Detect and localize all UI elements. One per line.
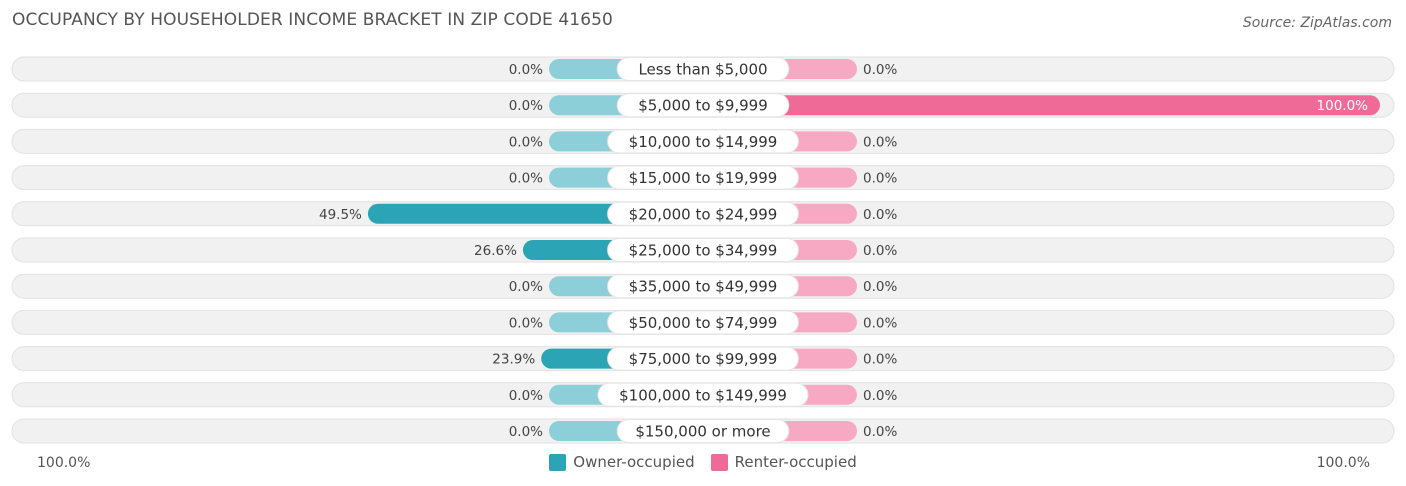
- renter-value-label: 0.0%: [863, 134, 897, 150]
- category-pill: [616, 57, 790, 81]
- legend-label-renter: Renter-occupied: [734, 453, 857, 471]
- legend-swatch-owner: [549, 453, 567, 471]
- category-pill: [597, 382, 809, 407]
- category-pill: [607, 346, 799, 371]
- renter-value-label: 100.0%: [1317, 98, 1369, 114]
- owner-value-label: 0.0%: [509, 98, 543, 114]
- category-label: $75,000 to $99,999: [629, 350, 778, 368]
- renter-value-label: 0.0%: [863, 388, 897, 404]
- renter-value-label: 0.0%: [863, 279, 897, 295]
- renter-value-label: 0.0%: [863, 171, 897, 187]
- legend-swatch-renter: [710, 453, 728, 471]
- owner-value-label: 0.0%: [509, 134, 543, 150]
- category-label: Less than $5,000: [638, 61, 767, 79]
- renter-value-label: 0.0%: [863, 424, 897, 440]
- owner-value-label: 49.5%: [319, 207, 362, 223]
- category-pill: [607, 310, 799, 335]
- category-pill: [616, 93, 790, 118]
- owner-value-label: 0.0%: [509, 315, 543, 331]
- legend-item-renter: Renter-occupied: [710, 453, 857, 471]
- renter-value-label: 0.0%: [863, 352, 897, 368]
- renter-value-label: 0.0%: [863, 207, 897, 223]
- category-label: $15,000 to $19,999: [629, 169, 778, 187]
- chart-title: OCCUPANCY BY HOUSEHOLDER INCOME BRACKET …: [12, 10, 613, 30]
- category-label: $35,000 to $49,999: [629, 278, 778, 296]
- category-pill: [607, 238, 799, 262]
- owner-value-label: 0.0%: [509, 279, 543, 295]
- category-label: $10,000 to $14,999: [629, 133, 778, 151]
- legend-label-owner: Owner-occupied: [573, 453, 695, 471]
- bar-renter: [693, 95, 1380, 116]
- axis-right-label: 100.0%: [1316, 455, 1370, 471]
- category-pill: [607, 165, 799, 190]
- owner-value-label: 0.0%: [509, 171, 543, 187]
- renter-value-label: 0.0%: [863, 315, 897, 331]
- category-label: $5,000 to $9,999: [638, 97, 768, 115]
- category-pill: [607, 129, 799, 154]
- chart-source: Source: ZipAtlas.com: [1242, 15, 1392, 31]
- owner-value-label: 23.9%: [492, 352, 535, 368]
- category-label: $20,000 to $24,999: [629, 205, 778, 223]
- renter-value-label: 0.0%: [863, 62, 897, 78]
- category-label: $100,000 to $149,999: [619, 386, 787, 404]
- owner-value-label: 0.0%: [509, 388, 543, 404]
- category-pill: [607, 201, 799, 226]
- axis-left-label: 100.0%: [37, 455, 91, 471]
- legend: Owner-occupied Renter-occupied: [0, 453, 1406, 471]
- category-label: $25,000 to $34,999: [629, 242, 778, 260]
- legend-item-owner: Owner-occupied: [549, 453, 695, 471]
- owner-value-label: 0.0%: [509, 424, 543, 440]
- renter-value-label: 0.0%: [863, 243, 897, 259]
- category-pill: [616, 419, 790, 443]
- category-label: $50,000 to $74,999: [629, 314, 778, 332]
- category-label: $150,000 or more: [635, 423, 770, 441]
- owner-value-label: 26.6%: [474, 243, 517, 259]
- owner-value-label: 0.0%: [509, 62, 543, 78]
- category-pill: [607, 274, 799, 299]
